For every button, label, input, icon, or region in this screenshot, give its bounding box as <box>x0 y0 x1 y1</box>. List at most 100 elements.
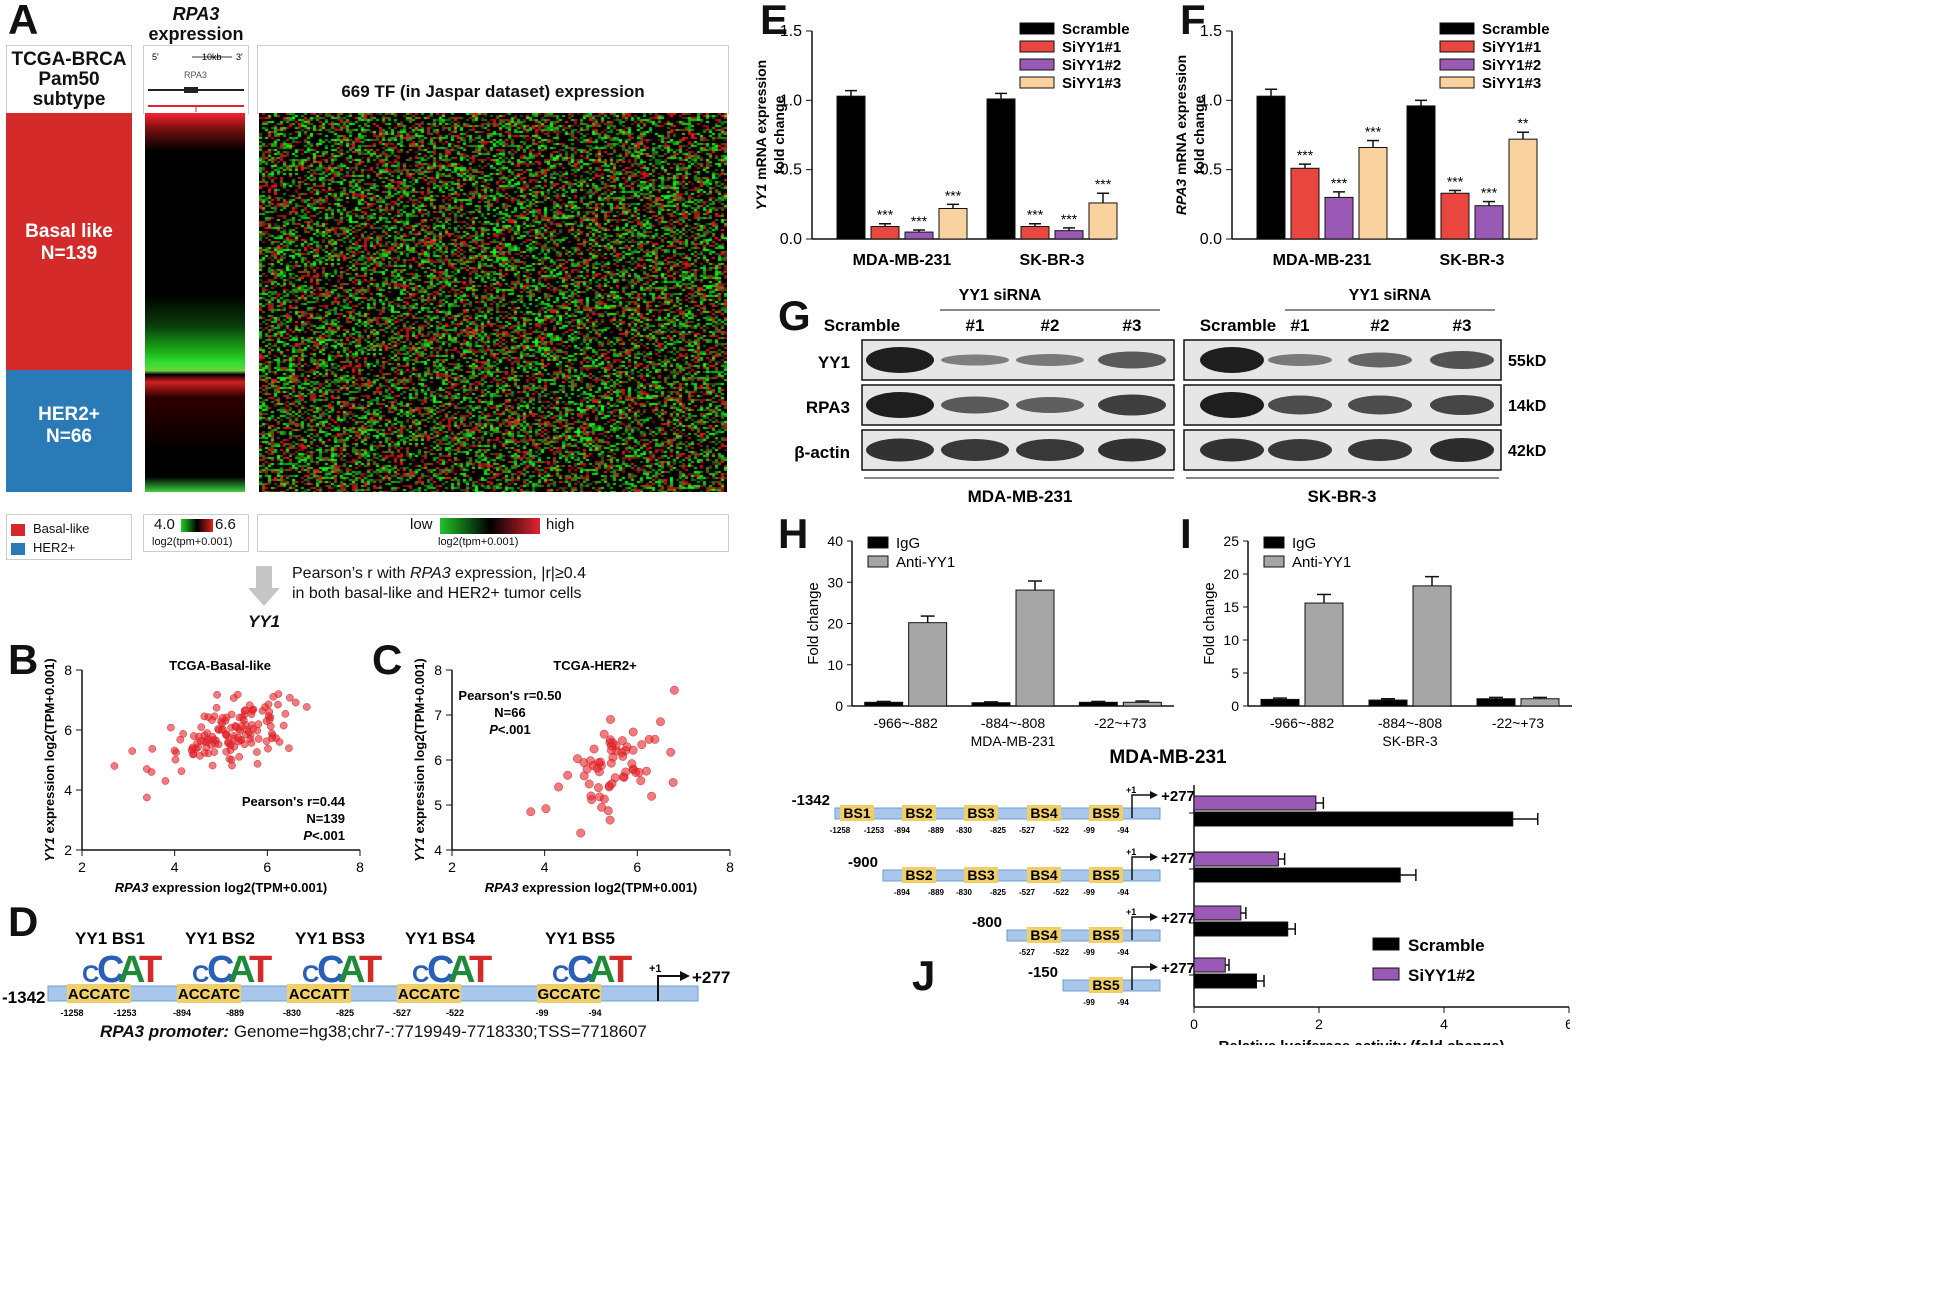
scale-high: high <box>546 516 575 533</box>
bar <box>1020 226 1050 240</box>
construct-end: +277 <box>1161 850 1195 867</box>
data-point <box>218 714 227 722</box>
panel-label-a: A <box>8 0 39 43</box>
legend-swatch <box>1439 22 1475 35</box>
legend-swatch <box>1372 937 1400 951</box>
x-axis-label-gene: RPA3 <box>115 880 149 895</box>
gene-track-svg: 5' 3' 10kb RPA3 <box>148 52 244 112</box>
bar <box>1193 811 1514 827</box>
legend-label: IgG <box>1292 535 1316 552</box>
tss-arrow-line <box>1131 966 1150 990</box>
site-pos2: -94 <box>1117 998 1129 1007</box>
blot-band <box>1348 439 1412 461</box>
site-box <box>964 867 998 883</box>
annotation-line: Pearson's r=0.44 <box>242 794 346 809</box>
scatter-title: TCGA-Basal-like <box>169 658 271 673</box>
size-label: 14kD <box>1508 398 1546 415</box>
x-tick-label: 8 <box>356 859 364 875</box>
site-pos2: -94 <box>588 1008 601 1018</box>
site-box <box>67 984 131 1003</box>
legend-swatch <box>1439 40 1475 53</box>
site-name: BS2 <box>905 805 932 821</box>
data-point <box>214 725 222 733</box>
blot-band <box>1430 395 1494 415</box>
data-point <box>148 744 157 753</box>
y-axis-label: YY1 expression log2(TPM+0.001) <box>42 658 57 861</box>
y-axis-label: Fold change <box>805 582 822 665</box>
construct-end: +277 <box>1161 960 1195 977</box>
data-point <box>617 736 627 746</box>
x-tick-label: 2 <box>448 859 456 875</box>
row-label: YY1 <box>818 353 850 372</box>
y-axis-label-2: fold change <box>771 96 787 175</box>
bar <box>1508 138 1538 240</box>
significance: *** <box>1481 185 1498 201</box>
data-point <box>589 744 599 754</box>
her2-label: HER2+ <box>38 404 100 425</box>
data-point <box>222 731 230 739</box>
blot-band <box>866 392 934 418</box>
blot-band <box>1200 438 1264 462</box>
logo-letter: T <box>609 949 632 991</box>
legend-label: Anti-YY1 <box>896 554 955 571</box>
x-tick-label: 8 <box>726 859 734 875</box>
x-tick-label: 2 <box>1315 1016 1323 1032</box>
x-tick-label: 6 <box>1565 1016 1570 1032</box>
legend-label: SiYY1#2 <box>1482 57 1541 74</box>
panel-j-title: MDA-MB-231 <box>1109 747 1227 768</box>
lane-label: Scramble <box>824 316 901 335</box>
y-tick-label: 0 <box>1231 698 1239 714</box>
y-axis-label-gene: YY1 <box>412 837 427 862</box>
data-point <box>291 698 300 707</box>
bar <box>1054 230 1084 240</box>
bar-chart-e: 0.0 0.5 1.0 1.5 YY1 mRNA expression fold chan… <box>753 21 1130 269</box>
tss-label: +1 <box>649 963 662 975</box>
data-point <box>584 779 594 789</box>
construct-end: +277 <box>1161 910 1195 927</box>
pam50-title-line-1: TCGA-BRCA <box>11 49 127 70</box>
legend-label: Anti-YY1 <box>1292 554 1351 571</box>
y-axis-label-gene: YY1 <box>753 184 769 211</box>
annotation-line: P<.001 <box>489 722 531 737</box>
category-label: -22~+73 <box>1492 715 1544 731</box>
lane-label: #2 <box>1371 316 1390 335</box>
y-tick-label: 40 <box>827 533 843 549</box>
site-pos2: -889 <box>226 1008 244 1018</box>
data-point <box>213 690 222 699</box>
significance: *** <box>1095 176 1112 192</box>
caption-rest: Genome=hg38;chr7-:7719949-7718330;TSS=77… <box>229 1022 647 1041</box>
category-label: SK-BR-3 <box>1020 252 1085 269</box>
site-pos2: -825 <box>336 1008 354 1018</box>
significance: *** <box>1061 211 1078 227</box>
y-tick-label: 0 <box>835 698 843 714</box>
site-pos2: -825 <box>990 888 1007 897</box>
data-point <box>650 734 660 744</box>
annotation-p: P <box>489 722 498 737</box>
data-point <box>266 722 275 731</box>
data-point <box>208 716 216 724</box>
rpa3-gene-track: 5' 3' 10kb RPA3 <box>143 45 249 114</box>
tss-label: +1 <box>1126 907 1136 917</box>
tf-scale-bar <box>440 518 540 534</box>
y-tick-label: 10 <box>1223 632 1239 648</box>
arrow-text-1b: RPA3 <box>409 565 451 582</box>
site-name: BS1 <box>843 805 870 821</box>
promoter-diagram: -1342 YY1 BS1 CCAT ACCATC -1258 -1253 YY1 BS2 C… <box>2 929 730 1018</box>
legend-label: Scramble <box>1482 21 1550 38</box>
y-axis-label: YY1 mRNA expression <box>753 60 769 210</box>
data-point <box>621 767 631 777</box>
tss-label: +1 <box>1126 785 1136 795</box>
x-tick-label: 6 <box>633 859 641 875</box>
legend-her2: HER2+ <box>33 540 76 555</box>
basal-subtype-bar: Basal like N=139 <box>6 113 132 370</box>
panel-label-d: D <box>8 898 39 945</box>
site-name: BS4 <box>1030 867 1057 883</box>
site-name: BS3 <box>967 805 994 821</box>
blot-band <box>1430 351 1494 369</box>
legend-swatch <box>1372 967 1400 981</box>
data-point <box>285 693 294 702</box>
data-point <box>240 740 249 749</box>
y-tick-label: 1.5 <box>1200 23 1222 40</box>
legend-swatch <box>1019 76 1055 89</box>
